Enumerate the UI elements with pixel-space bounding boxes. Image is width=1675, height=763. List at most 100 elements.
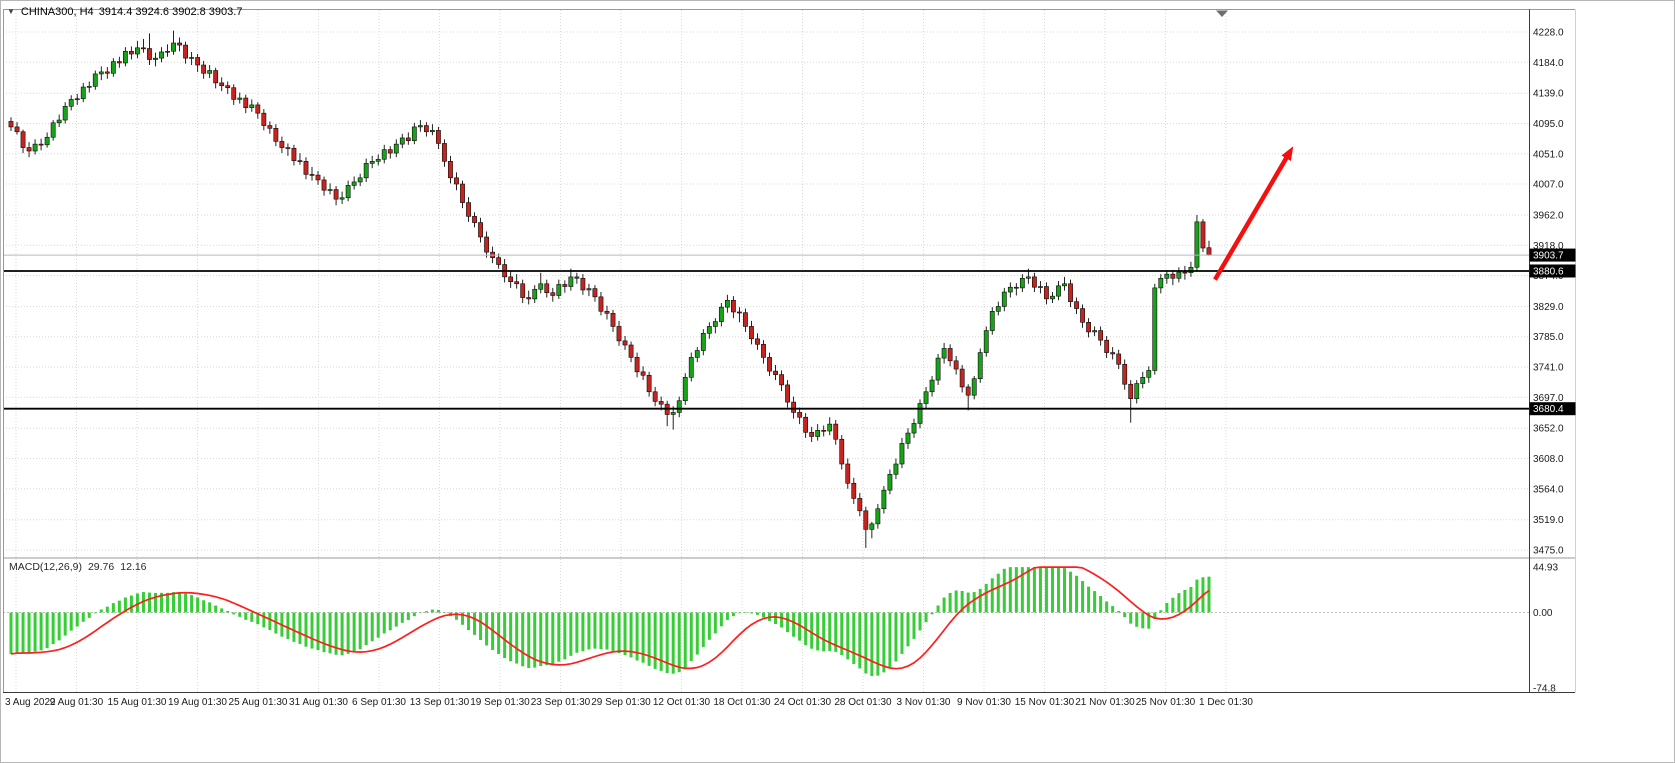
macd-histogram-bar <box>978 588 982 613</box>
macd-histogram-bar <box>996 573 1000 613</box>
candle-body <box>905 432 911 444</box>
candle <box>767 352 772 376</box>
candle-body <box>1188 266 1194 274</box>
price-tick-label: 3697.0 <box>1533 393 1564 404</box>
candle <box>297 153 303 165</box>
candle <box>694 347 700 363</box>
candle <box>574 272 580 284</box>
candle-body <box>863 510 869 530</box>
trend-arrow-head[interactable] <box>1281 146 1294 162</box>
candle-body <box>815 430 821 437</box>
price-tick-label: 3829.0 <box>1533 302 1564 313</box>
candle <box>905 428 911 449</box>
time-tick-label: 29 Sep 01:30 <box>591 697 651 708</box>
candle <box>947 344 953 367</box>
macd-histogram-bar <box>346 612 350 654</box>
macd-histogram-bar <box>689 612 693 662</box>
macd-histogram-bar <box>1171 597 1175 613</box>
chart-shift-marker-icon[interactable] <box>1216 10 1228 18</box>
macd-histogram-bar <box>647 612 651 666</box>
macd-histogram-bar <box>725 612 729 620</box>
candle-body <box>141 47 146 50</box>
candle <box>586 283 592 297</box>
candle-body <box>586 288 592 291</box>
candle-body <box>1140 377 1146 384</box>
candle-body <box>761 344 766 358</box>
candle <box>1206 240 1212 256</box>
time-tick-label: 13 Sep 01:30 <box>410 697 470 708</box>
macd-signal-value: 12.16 <box>120 561 147 573</box>
candle <box>869 521 875 539</box>
candle <box>50 120 56 141</box>
macd-histogram-bar <box>238 612 242 617</box>
candle <box>526 290 532 305</box>
macd-histogram-bar <box>731 612 735 617</box>
candle-body <box>20 131 26 148</box>
macd-histogram-bar <box>412 612 416 617</box>
macd-histogram-bar <box>888 612 892 668</box>
candle-body <box>869 523 875 530</box>
candle <box>351 176 357 190</box>
candle <box>929 375 935 397</box>
candle-body <box>345 185 351 199</box>
candle <box>466 197 471 222</box>
trend-arrow-object[interactable] <box>1213 146 1294 281</box>
chart-title: ▼ CHINA300, H4 3914.4 3924.6 3902.8 3903.7 <box>7 6 247 18</box>
macd-histogram-bar <box>527 612 531 669</box>
candle-body <box>369 161 375 164</box>
candle <box>1164 270 1170 284</box>
candle-body <box>580 277 586 291</box>
symbol-dropdown-icon[interactable]: ▼ <box>7 7 15 16</box>
candle-body <box>460 183 465 203</box>
macd-histogram-bar <box>762 612 765 618</box>
candle <box>285 143 291 156</box>
candle <box>785 380 790 408</box>
price-tick-label: 3785.0 <box>1533 332 1564 343</box>
macd-histogram-bar <box>129 595 133 613</box>
candle <box>899 437 905 469</box>
candle <box>1170 270 1176 286</box>
candle <box>1182 265 1188 280</box>
macd-histogram-bar <box>605 612 609 650</box>
candle-body <box>676 400 682 413</box>
candle <box>1019 274 1025 293</box>
macd-histogram-bar <box>340 612 344 656</box>
candle <box>592 285 598 302</box>
macd-histogram-bar <box>15 612 19 653</box>
candle-body <box>610 313 616 327</box>
candle <box>700 329 706 356</box>
candle-body <box>670 412 676 415</box>
macd-histogram-bar <box>936 605 940 613</box>
candle-body <box>718 306 724 322</box>
macd-histogram-bar <box>172 592 176 613</box>
candle-body <box>1128 383 1134 399</box>
candle <box>845 458 851 489</box>
candle <box>393 139 399 158</box>
candle-body <box>839 438 845 465</box>
candle-body <box>730 299 736 313</box>
macd-histogram-bar <box>214 605 218 613</box>
candle-body <box>1019 277 1025 289</box>
macd-histogram-bar <box>882 612 886 673</box>
macd-histogram-bar <box>743 612 747 613</box>
macd-histogram-bar <box>244 612 248 620</box>
candle <box>911 418 917 438</box>
candle-body <box>881 489 887 510</box>
candle <box>1098 326 1104 346</box>
price-scale-drag-area[interactable] <box>1530 10 1575 693</box>
macd-histogram-bar <box>117 600 121 613</box>
time-tick-label: 31 Aug 01:30 <box>289 697 348 708</box>
candle-body <box>8 121 14 128</box>
candle-body <box>26 147 32 152</box>
price-badge-bg <box>1529 402 1576 416</box>
candle <box>448 155 453 184</box>
macd-histogram-bar <box>322 612 326 653</box>
macd-histogram-bar <box>45 612 49 649</box>
candle-body <box>80 86 86 100</box>
candle-body <box>845 463 851 484</box>
candle-body <box>1110 352 1116 355</box>
trend-arrow-shaft[interactable] <box>1213 153 1291 281</box>
candle <box>201 60 207 79</box>
